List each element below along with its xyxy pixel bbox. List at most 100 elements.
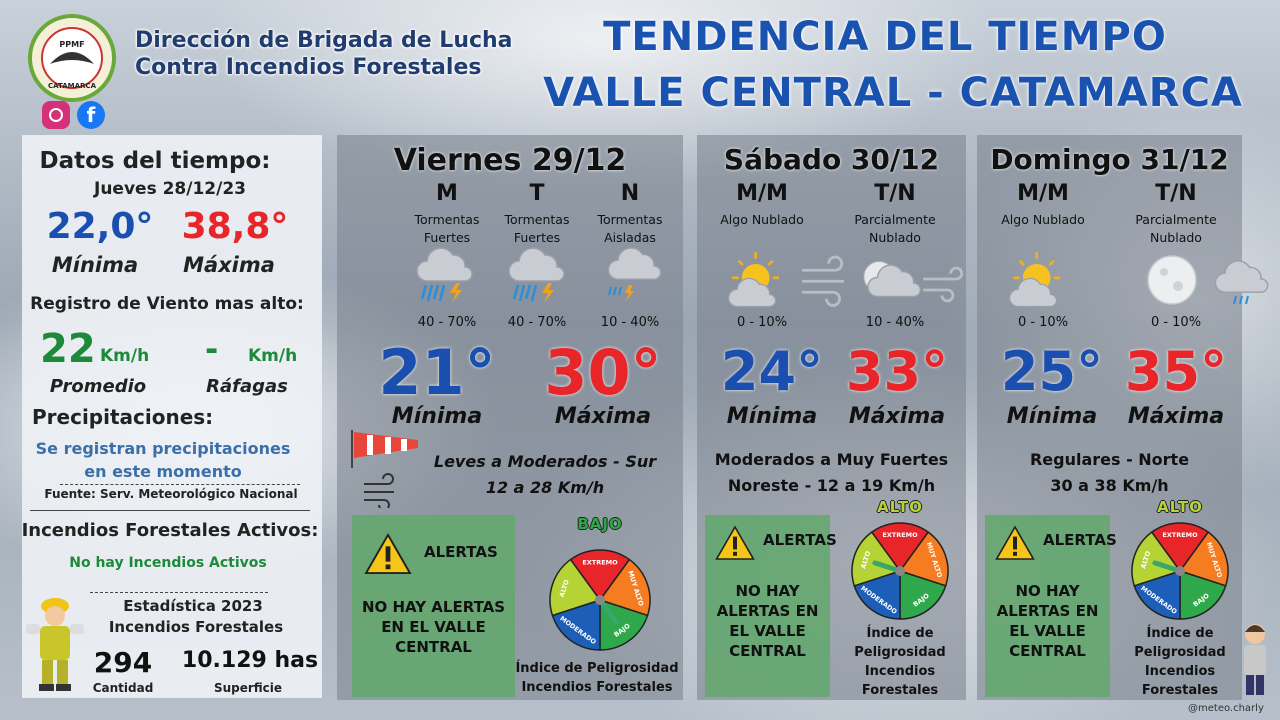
- wind-title: Registro de Viento mas alto:: [30, 294, 304, 314]
- max-label: Máxima: [1127, 404, 1225, 429]
- day-title: Sábado 30/12: [723, 143, 940, 176]
- divider: [90, 592, 268, 593]
- org-line: Dirección de Brigada de Lucha: [135, 28, 513, 53]
- wind-unit: Km/h: [248, 346, 298, 366]
- gauge-sector: [1178, 531, 1229, 587]
- danger-level: ALTO: [1157, 498, 1203, 516]
- period-label: T: [529, 181, 545, 206]
- weather-icon: [1147, 255, 1197, 305]
- instagram-icon[interactable]: [42, 101, 70, 129]
- firefighter: [26, 598, 84, 691]
- alert-text: NO HAY ALERTAS EN EL VALLE CENTRAL: [716, 582, 819, 660]
- alert-title: ALERTAS: [763, 531, 837, 549]
- logo: PPMF CATAMARCA: [28, 14, 116, 102]
- period-description: Tormentas Fuertes: [504, 212, 570, 245]
- alert-text: NO HAY ALERTAS EN EL VALLE CENTRAL: [361, 598, 506, 656]
- period-description: Parcialmente Nublado: [1135, 212, 1217, 245]
- max-label: Máxima: [183, 253, 275, 277]
- wind-speed: 30 a 38 Km/h: [1050, 476, 1169, 495]
- period-description: Algo Nublado: [720, 212, 804, 227]
- wind-direction: Regulares - Norte: [1029, 450, 1190, 469]
- day-title: Viernes 29/12: [393, 143, 627, 178]
- min-label: Mínima: [51, 253, 139, 277]
- max-label: Máxima: [554, 404, 652, 429]
- min-label: Mínima: [726, 404, 818, 429]
- divider: [60, 484, 300, 485]
- max-label: Máxima: [848, 404, 946, 429]
- current-title: Datos del tiempo:: [39, 148, 271, 174]
- facebook-glyph: f: [87, 103, 96, 127]
- wind-speed: Noreste - 12 a 19 Km/h: [727, 476, 936, 495]
- source: Fuente: Serv. Meteorológico Nacional: [44, 487, 298, 501]
- wind-unit: Km/h: [100, 346, 150, 366]
- period-label: M/M: [736, 181, 788, 206]
- wind-speed: 12 a 28 Km/h: [485, 478, 605, 497]
- alert-title: ALERTAS: [424, 543, 498, 561]
- weather-icon: [1212, 258, 1272, 308]
- weather-icon: [800, 246, 965, 312]
- period-label: T/N: [874, 181, 916, 206]
- wind-direction: Moderados a Muy Fuertes: [714, 450, 949, 469]
- weather-icon: [715, 526, 755, 560]
- current-panel: [22, 135, 322, 698]
- gauge-label: EXTREMO: [1162, 531, 1198, 539]
- temp-min: 25°: [1000, 340, 1104, 403]
- weather-icon: [412, 245, 482, 305]
- burned-area: 10.129 has: [181, 648, 319, 673]
- period-probability: 10 - 40%: [600, 315, 660, 330]
- weather-icon: [722, 248, 800, 312]
- period-probability: 0 - 10%: [1150, 315, 1202, 330]
- alert-title: ALERTAS: [1043, 531, 1117, 549]
- gauge-sector: [549, 558, 602, 617]
- weather-icon: [594, 245, 670, 305]
- stats-title: Estadística 2023: [123, 597, 263, 615]
- period-probability: 0 - 10%: [736, 315, 788, 330]
- gauge-hub: [895, 566, 905, 576]
- wind-gust-label: Ráfagas: [206, 376, 288, 397]
- logo-bird: [50, 52, 94, 64]
- temp-max: 33°: [845, 340, 949, 403]
- gauge-sector: [853, 569, 901, 620]
- period-probability: 40 - 70%: [417, 315, 477, 330]
- gauge-sector: [1133, 569, 1181, 620]
- fires-text: No hay Incendios Activos: [69, 555, 267, 571]
- gauge-sector: [1179, 569, 1227, 620]
- weather-icon: [504, 245, 574, 305]
- fires-title: Incendios Forestales Activos:: [21, 520, 319, 541]
- gauge-sector: [870, 522, 930, 573]
- period-description: Algo Nublado: [1001, 212, 1085, 227]
- period-probability: 40 - 70%: [507, 315, 567, 330]
- gauge-hub: [1175, 566, 1185, 576]
- gauge-sector: [899, 569, 947, 620]
- instagram-lens: [49, 108, 63, 122]
- logo-place: CATAMARCA: [48, 82, 97, 90]
- gauge-sector: [569, 549, 631, 602]
- main-title: VALLE CENTRAL - CATAMARCA: [543, 70, 1243, 116]
- alert-text: NO HAY ALERTAS EN EL VALLE CENTRAL: [996, 582, 1099, 660]
- wind-direction: Leves a Moderados - Sur: [433, 452, 657, 471]
- alert-box: [352, 515, 515, 697]
- danger-index-label: Índice de Peligrosidad Incendios Foresta…: [1134, 626, 1226, 698]
- temp-max: 35°: [1124, 340, 1228, 403]
- facebook-icon[interactable]: [77, 101, 105, 129]
- period-description: Tormentas Aisladas: [597, 212, 663, 245]
- period-description: Parcialmente Nublado: [854, 212, 936, 245]
- weather-icon: [365, 533, 411, 575]
- gauge-sector: [898, 531, 949, 587]
- current-date: Jueves 28/12/23: [94, 179, 246, 199]
- social-icons: f: [42, 101, 105, 129]
- wind-glyph: [364, 473, 394, 508]
- danger-level: ALTO: [877, 498, 923, 516]
- danger-index-label: Índice de Peligrosidad Incendios Foresta…: [854, 626, 946, 698]
- wind-gust: -: [205, 330, 219, 368]
- min-label: Mínima: [1006, 404, 1098, 429]
- min-label: Mínima: [391, 404, 483, 429]
- current-min: 22,0°: [46, 206, 154, 247]
- credit: @meteo.charly: [1188, 703, 1264, 714]
- area-label: Superficie: [213, 681, 283, 695]
- org-line: Contra Incendios Forestales: [135, 55, 482, 80]
- temp-min: 24°: [720, 340, 824, 403]
